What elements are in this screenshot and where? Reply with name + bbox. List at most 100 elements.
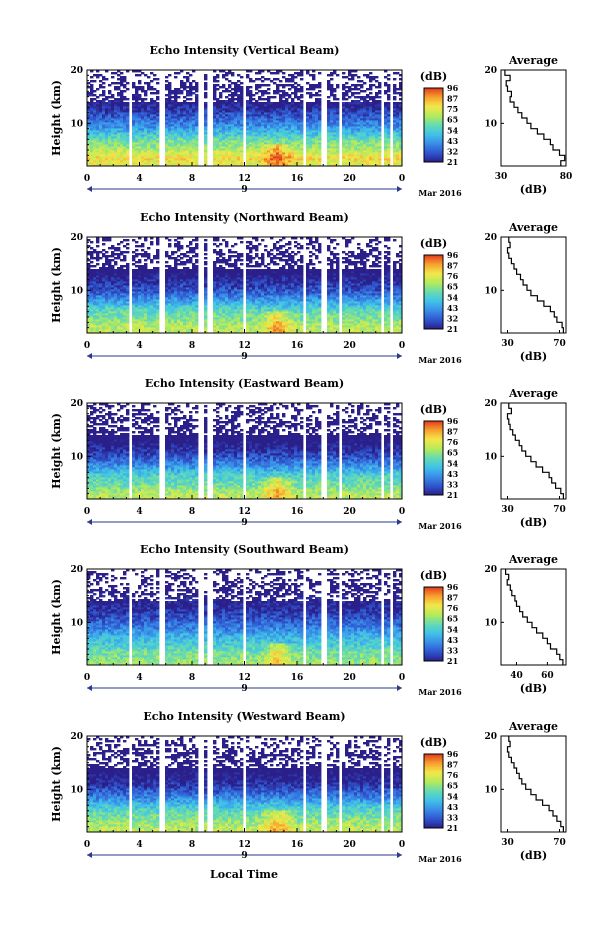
heatmap-cell [126,239,130,242]
heatmap-cell [111,128,115,131]
heatmap-cell [315,84,319,87]
heatmap-cell [132,150,136,153]
heatmap-cell [237,162,241,165]
heatmap-cell [186,104,190,107]
heatmap-cell [120,136,124,139]
heatmap-cell [192,118,196,121]
heatmap-cell [99,104,103,107]
heatmap-cell [237,152,241,155]
heatmap-cell [153,134,157,137]
heatmap-cell [141,90,145,93]
heatmap-cell [96,88,100,91]
heatmap-cell [186,118,190,121]
heatmap-cell [336,102,340,105]
heatmap-cell [108,102,112,105]
heatmap-cell [93,108,97,111]
heatmap-cell [225,164,229,167]
heatmap-cell [99,158,103,161]
heatmap-cell [177,112,181,115]
heatmap-cell [141,106,145,109]
heatmap-cell [87,130,91,133]
heatmap-cell [105,146,109,149]
heatmap-cell [126,88,130,91]
heatmap-cell [93,128,97,131]
heatmap-cell [96,122,100,125]
heatmap-cell [177,90,181,93]
heatmap-cell [213,126,217,129]
average-profile-line [504,70,566,166]
heatmap-cell [138,122,142,125]
heatmap-cell [123,80,127,83]
heatmap-cell [192,112,196,115]
heatmap-cell [87,110,91,113]
heatmap-cell [150,122,154,125]
heatmap-cell [357,84,361,87]
heatmap-cell [279,94,283,97]
heatmap-cell [156,160,160,163]
heatmap-cell [150,136,154,139]
heatmap-cell [123,76,127,79]
heatmap-cell [174,142,178,145]
heatmap-cell [216,138,220,141]
heatmap-cell [189,126,193,129]
heatmap-cell [183,76,187,79]
heatmap-cell [219,140,223,143]
heatmap-cell [93,130,97,133]
heatmap-cell [186,136,190,139]
heatmap-cell [222,134,226,137]
heatmap-cell [204,120,208,123]
heatmap-cell [135,104,139,107]
heatmap-cell [189,94,193,97]
heatmap-cell [177,146,181,149]
heatmap-cell [222,132,226,135]
heatmap-cell [222,138,226,141]
heatmap-cell [252,94,256,97]
heatmap-cell [120,106,124,109]
heatmap-cell [327,100,331,103]
heatmap-cell [147,154,151,157]
heatmap-cell [126,124,130,127]
heatmap-cell [147,142,151,145]
heatmap-cell [186,110,190,113]
heatmap-cell [213,92,217,95]
heatmap-cell [117,128,121,131]
heatmap-cell [117,132,121,135]
heatmap-cell [186,106,190,109]
heatmap-cell [165,154,169,157]
heatmap-cell [123,86,127,89]
heatmap-cell [111,154,115,157]
heatmap-cell [225,106,229,109]
heatmap-cell [120,150,124,153]
heatmap-cell [108,138,112,141]
heatmap-cell [165,88,169,91]
heatmap-cell [180,136,184,139]
heatmap-cell [93,118,97,121]
heatmap-cell [87,92,91,95]
heatmap-cell [96,128,100,131]
heatmap-cell [168,98,172,101]
heatmap-cell [102,118,106,121]
heatmap-cell [132,114,136,117]
heatmap-cell [144,110,148,113]
heatmap-cell [120,84,124,87]
heatmap-cell [270,72,274,75]
heatmap-cell [192,86,196,89]
heatmap-cell [174,239,178,242]
heatmap-cell [126,70,130,73]
heatmap-cell [228,154,232,157]
heatmap-cell [222,104,226,107]
heatmap-cell [99,148,103,151]
heatmap-cell [93,112,97,115]
heatmap-cell [105,142,109,145]
heatmap-cell [174,102,178,105]
heatmap-cell [99,124,103,127]
heatmap-cell [183,108,187,111]
heatmap-cell [219,104,223,107]
heatmap-cell [144,152,148,155]
heatmap-cell [102,134,106,137]
heatmap-cell [213,90,217,93]
heatmap-cell [165,251,169,254]
heatmap-cell [165,132,169,135]
heatmap-cell [138,253,142,256]
heatmap-cell [90,261,94,264]
